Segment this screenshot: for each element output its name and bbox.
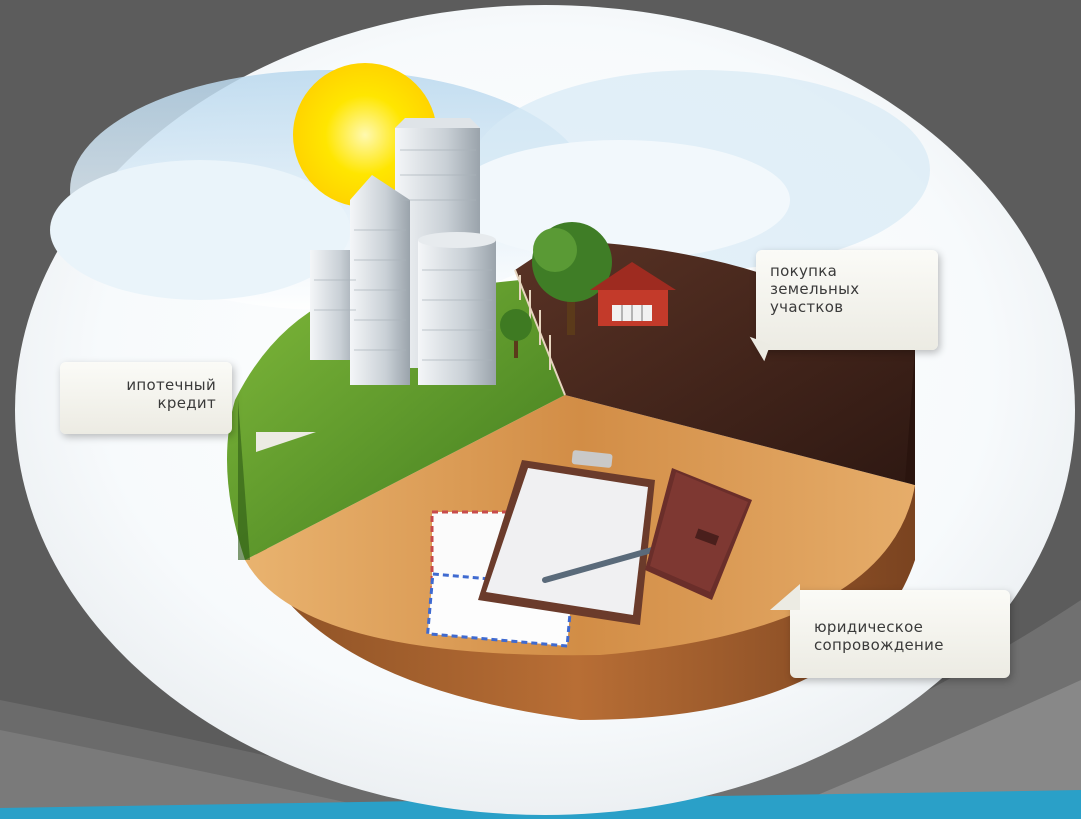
callout-mortgage: ипотечный кредит <box>60 362 316 452</box>
callout-land-line3: участков <box>770 298 844 316</box>
callout-land: покупка земельных участков <box>743 250 938 362</box>
house-icon <box>590 262 676 326</box>
notebook-icon <box>645 468 752 600</box>
fence <box>514 269 566 396</box>
tree-icon <box>532 222 612 335</box>
skyscraper-icon <box>310 118 496 385</box>
callout-legal-line1: юридическое <box>814 618 924 636</box>
callout-legal-line2: сопровождение <box>814 636 944 654</box>
clipboard-icon <box>478 450 655 625</box>
callout-tail <box>770 584 800 610</box>
callout-land-line1: покупка <box>770 262 838 280</box>
callout-mortgage-line2: кредит <box>157 394 216 412</box>
callout-tail <box>256 432 316 452</box>
callout-land-line2: земельных <box>770 280 860 298</box>
pen-icon <box>542 547 655 583</box>
tree-icon <box>500 309 532 358</box>
callout-mortgage-line1: ипотечный <box>126 376 216 394</box>
callout-legal: юридическое сопровождение <box>770 584 1010 678</box>
